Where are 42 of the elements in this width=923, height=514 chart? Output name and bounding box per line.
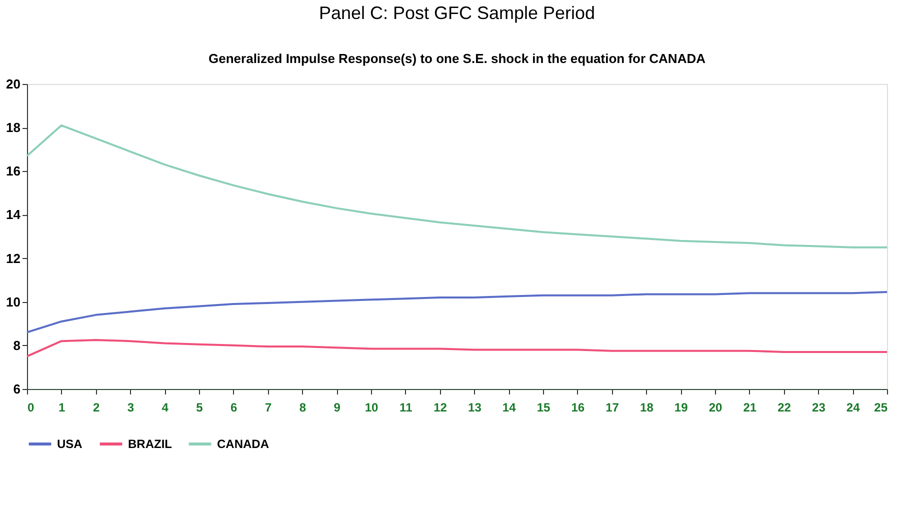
- chart-title: Panel C: Post GFC Sample Period: [318, 3, 596, 23]
- x-tick-label: 1: [58, 400, 66, 414]
- x-tick-label: 14: [502, 400, 516, 414]
- y-tick-label: 12: [6, 250, 20, 266]
- x-tick-label: 2: [92, 400, 100, 414]
- x-tick-label: 18: [640, 400, 654, 414]
- x-tick-label: 16: [571, 400, 585, 414]
- line-series: [26, 338, 888, 358]
- x-tick-label: 10: [364, 400, 378, 414]
- line-series: [26, 124, 888, 248]
- x-tick-label: 19: [674, 400, 688, 414]
- x-tick-label: 23: [812, 400, 826, 414]
- x-tick-label: 20: [708, 400, 722, 414]
- x-tick-label: 3: [127, 400, 134, 414]
- x-tick-label: 8: [299, 400, 306, 414]
- x-tick-label: 21: [743, 400, 757, 414]
- x-tick-label: 25: [874, 400, 888, 414]
- chart-subtitle: Generalized Impulse Response(s) to one S.E. shock in the equation for CANADA: [208, 51, 706, 66]
- y-tick-label: 8: [13, 338, 20, 353]
- x-tick-label: 6: [230, 400, 238, 414]
- y-tick-label: 6: [13, 382, 20, 396]
- x-tick-label: 24: [846, 400, 860, 414]
- y-tick-label: 10: [6, 294, 20, 310]
- x-tick-label: 13: [468, 400, 482, 414]
- x-tick-label: 15: [536, 400, 550, 414]
- line-series: [26, 291, 888, 334]
- y-tick-label: 16: [6, 164, 20, 179]
- x-tick-label: 22: [778, 400, 792, 414]
- legend-label: BRAZIL: [128, 437, 172, 451]
- x-tick-label: 17: [606, 400, 620, 414]
- legend-label: CANADA: [217, 437, 270, 451]
- x-tick-label: 9: [334, 400, 341, 414]
- x-tick-label: 5: [196, 400, 204, 414]
- x-tick-label: 0: [28, 400, 34, 414]
- x-tick-label: 7: [264, 400, 272, 414]
- y-tick-label: 14: [6, 207, 22, 222]
- x-tick-label: 4: [162, 400, 169, 414]
- legend-label: USA: [57, 437, 83, 451]
- y-tick-label: 18: [6, 120, 20, 136]
- y-tick-label: 20: [6, 76, 20, 92]
- x-tick-label: 11: [400, 400, 413, 414]
- x-tick-label: 12: [434, 400, 448, 414]
